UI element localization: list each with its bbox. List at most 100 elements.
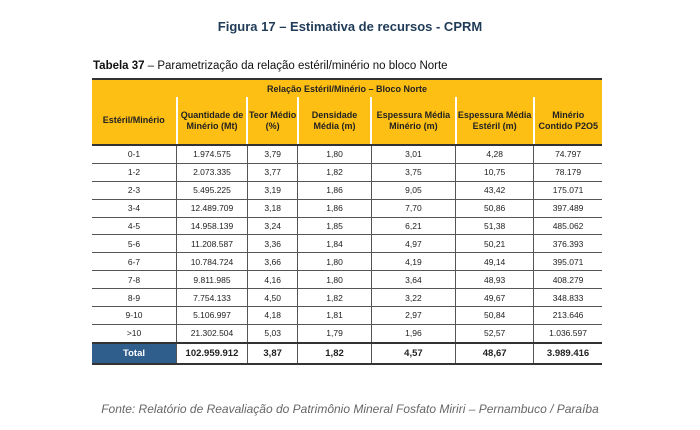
- table-cell: 8-9: [92, 288, 177, 308]
- total-row: Total 102.959.912 3,87 1,82 4,57 48,67 3.989.4…: [92, 341, 602, 365]
- total-cell: 3.989.416: [533, 341, 602, 365]
- table-cell: 4,19: [370, 252, 456, 272]
- total-cell: 3,87: [246, 341, 298, 365]
- table-cell: 3,66: [246, 252, 298, 272]
- table-cell: 213.646: [533, 306, 602, 325]
- table-cell: 4,50: [246, 288, 298, 308]
- table-cell: 175.071: [533, 181, 602, 200]
- table-cell: 408.279: [533, 270, 602, 290]
- table-cell: 52,57: [455, 324, 534, 344]
- table-cell: 7.754.133: [176, 288, 248, 308]
- total-cell: Total: [92, 341, 177, 365]
- table-cell: 3,75: [370, 163, 456, 182]
- column-header: Minério Contido P2O5: [532, 97, 602, 146]
- table-cell: 14.958.139: [176, 217, 248, 236]
- table-cell: 1.036.597: [533, 324, 602, 344]
- table-cell: 3,36: [246, 234, 298, 254]
- table-cell: 7,70: [370, 199, 456, 218]
- table-cell: 3,79: [246, 145, 298, 164]
- figure-title: Figura 17 – Estimativa de recursos - CPR…: [217, 19, 483, 34]
- table-cell: >10: [92, 324, 177, 344]
- column-header: Espessura Média Minério (m): [370, 97, 456, 146]
- total-cell: 48,67: [455, 341, 534, 365]
- table-row: 4-5 14.958.139 3,24 1,85 6,21 51,38 485.062: [92, 217, 602, 236]
- table-row: 0-1 1.974.575 3,79 1,80 3,01 4,28 74.797: [92, 145, 602, 164]
- column-header: Teor Médio (%): [246, 97, 298, 146]
- table-cell: 397.489: [533, 199, 602, 218]
- table-cell: 4,16: [246, 270, 298, 290]
- table-cell: 5,03: [246, 324, 298, 344]
- table-cell: 1,81: [297, 306, 372, 325]
- table-cell: 6-7: [92, 252, 177, 272]
- table-cell: 21.302.504: [176, 324, 248, 344]
- table-cell: 74.797: [533, 145, 602, 164]
- total-cell: 1,82: [297, 341, 372, 365]
- table-cell: 49,14: [455, 252, 534, 272]
- table-row: 8-9 7.754.133 4,50 1,82 3,22 49,67 348.833: [92, 288, 602, 308]
- table-body: 0-1 1.974.575 3,79 1,80 3,01 4,28 74.797 1-2 2.0…: [92, 145, 602, 365]
- table-cell: 1,86: [297, 181, 372, 200]
- table-cell: 2.073.335: [176, 163, 248, 182]
- column-header: Estéril/Minério: [92, 97, 177, 146]
- table-cell: 5.106.997: [176, 306, 248, 325]
- table-cell: 50,21: [455, 234, 534, 254]
- table-cell: 2,97: [370, 306, 456, 325]
- table-row: 1-2 2.073.335 3,77 1,82 3,75 10,75 78.179: [92, 163, 602, 182]
- table-cell: 1,86: [297, 199, 372, 218]
- table-cell: 43,42: [455, 181, 534, 200]
- table-cell: 9-10: [92, 306, 177, 325]
- table-cell: 11.208.587: [176, 234, 248, 254]
- source-note: Fonte: Relatório de Reavaliação do Patri…: [101, 402, 599, 416]
- table-cell: 1,80: [297, 270, 372, 290]
- table-cell: 1,80: [297, 145, 372, 164]
- table-cell: 50,86: [455, 199, 534, 218]
- table-cell: 49,67: [455, 288, 534, 308]
- table-cell: 1,80: [297, 252, 372, 272]
- table-cell: 3,19: [246, 181, 298, 200]
- caption-text: – Parametrização da relação estéril/miné…: [144, 60, 448, 72]
- table-cell: 78.179: [533, 163, 602, 182]
- table-cell: 1,96: [370, 324, 456, 344]
- table-cell: 3,18: [246, 199, 298, 218]
- table-cell: 1,79: [297, 324, 372, 344]
- table-row: 7-8 9.811.985 4,16 1,80 3,64 48,93 408.279: [92, 270, 602, 290]
- table-cell: 3-4: [92, 199, 177, 218]
- table-cell: 4,97: [370, 234, 456, 254]
- table-cell: 376.393: [533, 234, 602, 254]
- table-band-header: Relação Estéril/Minério – Bloco Norte: [92, 78, 602, 97]
- table-cell: 0-1: [92, 145, 177, 164]
- table-cell: 1,84: [297, 234, 372, 254]
- table-cell: 1,82: [297, 288, 372, 308]
- table-cell: 6,21: [370, 217, 456, 236]
- table-cell: 4,18: [246, 306, 298, 325]
- table-cell: 1.974.575: [176, 145, 248, 164]
- table-cell: 10.784.724: [176, 252, 248, 272]
- table-cell: 3,64: [370, 270, 456, 290]
- caption-label: Tabela 37: [93, 60, 145, 72]
- table-cell: 348.833: [533, 288, 602, 308]
- table-row: 2-3 5.495.225 3,19 1,86 9,05 43,42 175.071: [92, 181, 602, 200]
- table-cell: 3,01: [370, 145, 456, 164]
- total-cell: 102.959.912: [176, 341, 248, 365]
- table-caption: Tabela 37 – Parametrização da relação es…: [93, 60, 448, 72]
- table-cell: 3,24: [246, 217, 298, 236]
- resource-table: Relação Estéril/Minério – Bloco Norte Es…: [92, 78, 602, 365]
- table-cell: 3,22: [370, 288, 456, 308]
- column-header: Densidade Média (m): [296, 97, 372, 146]
- table-cell: 4-5: [92, 217, 177, 236]
- column-headers: Estéril/Minério Quantidade de Minério (Mt…: [92, 97, 602, 146]
- table-cell: 50,84: [455, 306, 534, 325]
- table-row: >10 21.302.504 5,03 1,79 1,96 52,57 1.036.597: [92, 324, 602, 344]
- table-cell: 1,85: [297, 217, 372, 236]
- table-row: 5-6 11.208.587 3,36 1,84 4,97 50,21 376.393: [92, 234, 602, 254]
- table-cell: 5.495.225: [176, 181, 248, 200]
- table-cell: 1-2: [92, 163, 177, 182]
- table-cell: 10,75: [455, 163, 534, 182]
- table-cell: 12.489.709: [176, 199, 248, 218]
- table-cell: 48,93: [455, 270, 534, 290]
- table-row: 3-4 12.489.709 3,18 1,86 7,70 50,86 397.489: [92, 199, 602, 218]
- table-cell: 485.062: [533, 217, 602, 236]
- table-cell: 5-6: [92, 234, 177, 254]
- table-row: 9-10 5.106.997 4,18 1,81 2,97 50,84 213.646: [92, 306, 602, 325]
- table-cell: 9,05: [370, 181, 456, 200]
